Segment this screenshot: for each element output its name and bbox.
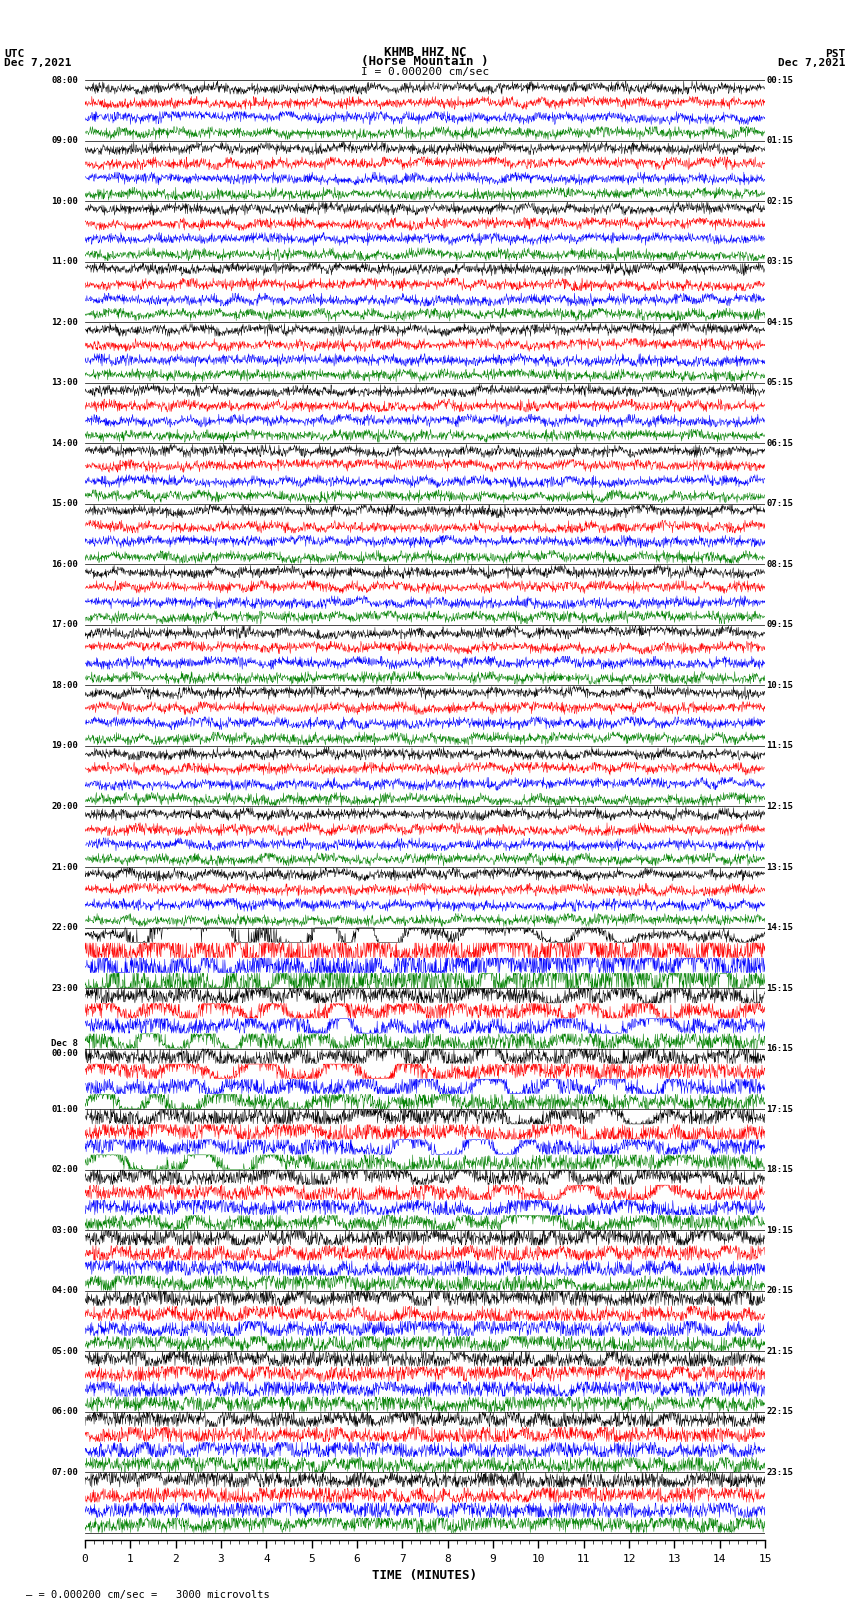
Text: 03:15: 03:15 [767,256,793,266]
Text: UTC: UTC [4,48,25,58]
Text: 05:15: 05:15 [767,379,793,387]
Text: 17:00: 17:00 [51,621,78,629]
Text: 21:00: 21:00 [51,863,78,871]
Text: 05:00: 05:00 [51,1347,78,1357]
Text: 10:00: 10:00 [51,197,78,206]
Text: 15:00: 15:00 [51,500,78,508]
Text: 20:00: 20:00 [51,802,78,811]
Text: 22:15: 22:15 [767,1407,793,1416]
Text: 11:15: 11:15 [767,742,793,750]
Text: 16:00: 16:00 [51,560,78,569]
Text: 11:00: 11:00 [51,256,78,266]
Text: 13:15: 13:15 [767,863,793,871]
Text: Dec 7,2021: Dec 7,2021 [4,58,71,68]
Text: (Horse Mountain ): (Horse Mountain ) [361,55,489,68]
Text: 20:15: 20:15 [767,1286,793,1295]
Text: 12:15: 12:15 [767,802,793,811]
Text: 06:00: 06:00 [51,1407,78,1416]
Text: 09:00: 09:00 [51,135,78,145]
Text: 00:15: 00:15 [767,76,793,84]
Text: 23:15: 23:15 [767,1468,793,1478]
Text: 07:00: 07:00 [51,1468,78,1478]
Text: 12:00: 12:00 [51,318,78,327]
X-axis label: TIME (MINUTES): TIME (MINUTES) [372,1569,478,1582]
Text: 01:15: 01:15 [767,135,793,145]
Text: 14:15: 14:15 [767,923,793,932]
Text: 23:00: 23:00 [51,984,78,992]
Text: 16:15: 16:15 [767,1044,793,1053]
Text: 19:15: 19:15 [767,1226,793,1234]
Text: 13:00: 13:00 [51,379,78,387]
Text: 06:15: 06:15 [767,439,793,448]
Text: 08:00: 08:00 [51,76,78,84]
Text: — = 0.000200 cm/sec =   3000 microvolts: — = 0.000200 cm/sec = 3000 microvolts [26,1590,269,1600]
Text: 15:15: 15:15 [767,984,793,992]
Text: 09:15: 09:15 [767,621,793,629]
Text: 18:15: 18:15 [767,1165,793,1174]
Text: 21:15: 21:15 [767,1347,793,1357]
Text: 17:15: 17:15 [767,1105,793,1113]
Text: I = 0.000200 cm/sec: I = 0.000200 cm/sec [361,68,489,77]
Text: 03:00: 03:00 [51,1226,78,1234]
Text: 10:15: 10:15 [767,681,793,690]
Text: 04:15: 04:15 [767,318,793,327]
Text: 19:00: 19:00 [51,742,78,750]
Text: Dec 8
00:00: Dec 8 00:00 [51,1039,78,1058]
Text: 02:15: 02:15 [767,197,793,206]
Text: PST: PST [825,48,846,58]
Text: 01:00: 01:00 [51,1105,78,1113]
Text: Dec 7,2021: Dec 7,2021 [779,58,846,68]
Text: 07:15: 07:15 [767,500,793,508]
Text: 18:00: 18:00 [51,681,78,690]
Text: 14:00: 14:00 [51,439,78,448]
Text: 04:00: 04:00 [51,1286,78,1295]
Text: 22:00: 22:00 [51,923,78,932]
Text: KHMB HHZ NC: KHMB HHZ NC [383,45,467,58]
Text: 02:00: 02:00 [51,1165,78,1174]
Text: 08:15: 08:15 [767,560,793,569]
